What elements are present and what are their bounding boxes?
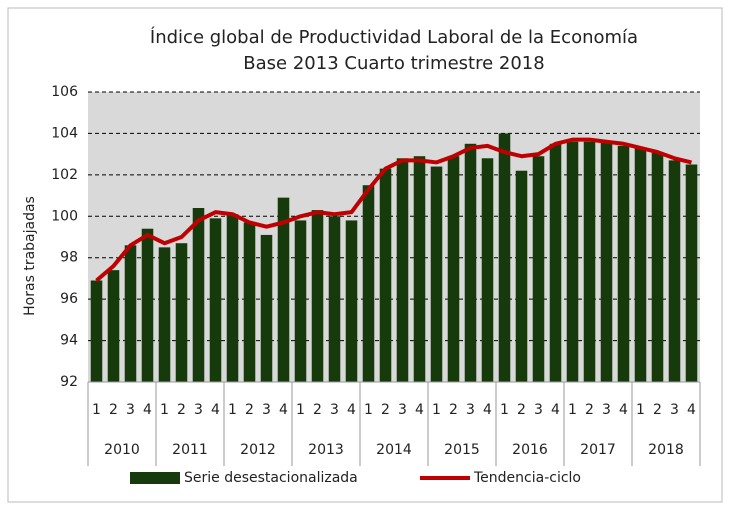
bar xyxy=(651,152,664,382)
bar xyxy=(243,222,256,382)
bar xyxy=(413,156,426,382)
bar xyxy=(634,147,647,382)
x-tick-label: 2 xyxy=(449,402,458,418)
x-group-label: 2016 xyxy=(512,442,548,458)
x-tick-label: 3 xyxy=(670,402,679,418)
y-tick-label: 104 xyxy=(51,125,78,141)
x-tick-label: 1 xyxy=(432,402,441,418)
bar xyxy=(481,158,494,382)
chart-subtitle: Base 2013 Cuarto trimestre 2018 xyxy=(243,53,544,74)
bar xyxy=(277,197,290,382)
bar xyxy=(685,164,698,382)
x-tick-label: 3 xyxy=(534,402,543,418)
trend-line xyxy=(95,137,692,283)
y-tick-label: 92 xyxy=(60,374,78,390)
x-tick-label: 3 xyxy=(330,402,339,418)
bar xyxy=(328,216,341,382)
x-tick-label: 3 xyxy=(262,402,271,418)
bar xyxy=(209,218,222,382)
y-tick-label: 102 xyxy=(51,167,78,183)
x-tick-label: 2 xyxy=(517,402,526,418)
bar xyxy=(583,141,596,382)
x-tick-label: 1 xyxy=(364,402,373,418)
x-tick-label: 4 xyxy=(415,402,424,418)
bar xyxy=(549,143,562,382)
bar xyxy=(362,185,375,382)
x-group-label: 2011 xyxy=(172,442,208,458)
x-tick-label: 3 xyxy=(126,402,135,418)
x-tick-label: 4 xyxy=(483,402,492,418)
x-tick-label: 2 xyxy=(245,402,254,418)
x-tick-label: 4 xyxy=(619,402,628,418)
bar xyxy=(345,220,358,382)
bar xyxy=(158,247,171,382)
x-group-label: 2013 xyxy=(308,442,344,458)
legend-label: Serie desestacionalizada xyxy=(184,470,358,486)
x-tick-label: 1 xyxy=(228,402,237,418)
bar xyxy=(396,158,409,382)
x-tick-label: 4 xyxy=(211,402,220,418)
bar xyxy=(447,156,460,382)
x-tick-label: 1 xyxy=(500,402,509,418)
y-tick-label: 106 xyxy=(51,84,78,100)
x-tick-label: 2 xyxy=(313,402,322,418)
x-tick-label: 1 xyxy=(568,402,577,418)
bar xyxy=(260,234,273,382)
y-tick-label: 94 xyxy=(60,333,78,349)
x-tick-label: 3 xyxy=(602,402,611,418)
bar xyxy=(617,145,630,382)
bar xyxy=(141,228,154,382)
bar xyxy=(90,280,103,382)
x-tick-label: 4 xyxy=(687,402,696,418)
x-tick-label: 1 xyxy=(636,402,645,418)
x-tick-label: 1 xyxy=(160,402,169,418)
x-group-label: 2015 xyxy=(444,442,480,458)
bar xyxy=(107,270,120,382)
x-group-label: 2014 xyxy=(376,442,412,458)
x-tick-label: 4 xyxy=(551,402,560,418)
y-axis-label: Horas trabajadas xyxy=(22,196,38,316)
x-tick-label: 1 xyxy=(92,402,101,418)
bar xyxy=(311,210,324,382)
bar xyxy=(498,133,511,382)
y-tick-label: 100 xyxy=(51,208,78,224)
x-tick-label: 2 xyxy=(381,402,390,418)
bar xyxy=(124,245,137,382)
bar xyxy=(600,141,613,382)
bar xyxy=(430,166,443,382)
legend-swatch xyxy=(130,472,180,484)
legend-label: Tendencia-ciclo xyxy=(473,470,581,486)
bar xyxy=(464,143,477,382)
x-tick-label: 3 xyxy=(398,402,407,418)
chart-title: Índice global de Productividad Laboral d… xyxy=(150,26,638,48)
x-tick-label: 3 xyxy=(466,402,475,418)
bar xyxy=(532,156,545,382)
x-tick-label: 2 xyxy=(585,402,594,418)
bar xyxy=(379,168,392,382)
x-group-label: 2010 xyxy=(104,442,140,458)
x-tick-label: 2 xyxy=(653,402,662,418)
bar xyxy=(515,170,528,382)
x-tick-label: 4 xyxy=(143,402,152,418)
bar xyxy=(294,220,307,382)
bar xyxy=(192,208,205,382)
bar xyxy=(668,160,681,382)
x-tick-label: 2 xyxy=(109,402,118,418)
bar xyxy=(175,243,188,382)
bar xyxy=(566,141,579,382)
x-tick-label: 2 xyxy=(177,402,186,418)
bar xyxy=(226,214,239,382)
y-tick-label: 96 xyxy=(60,291,78,307)
x-group-label: 2012 xyxy=(240,442,276,458)
x-tick-label: 4 xyxy=(279,402,288,418)
x-tick-label: 1 xyxy=(296,402,305,418)
x-group-label: 2018 xyxy=(648,442,684,458)
x-group-label: 2017 xyxy=(580,442,616,458)
y-tick-label: 98 xyxy=(60,250,78,266)
x-tick-label: 3 xyxy=(194,402,203,418)
x-tick-label: 4 xyxy=(347,402,356,418)
